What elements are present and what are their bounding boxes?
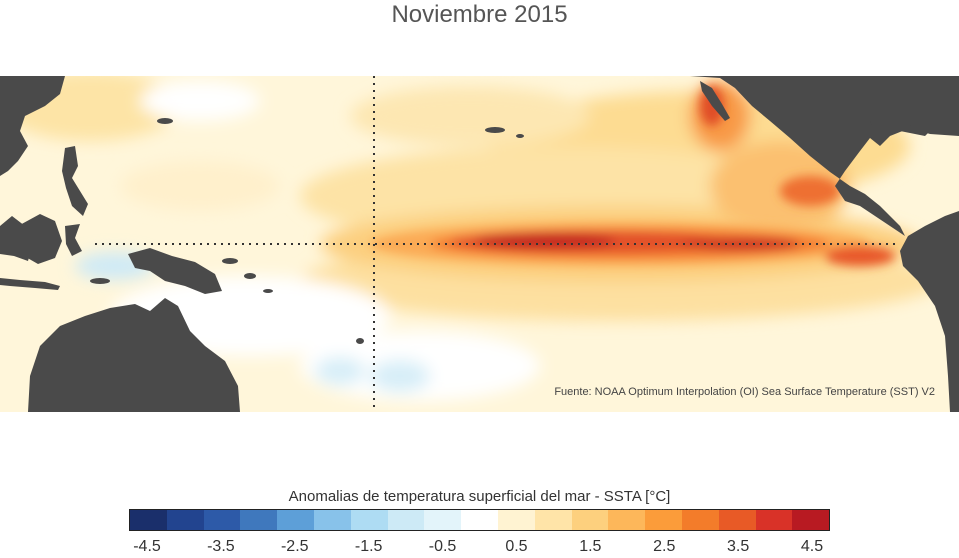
colorbar-swatch bbox=[645, 510, 682, 530]
land-caribbean bbox=[870, 121, 930, 136]
colorbar-tick-label: 0.5 bbox=[505, 538, 528, 555]
colorbar-swatch bbox=[755, 510, 793, 530]
colorbar-tick-label: -3.5 bbox=[207, 538, 235, 555]
colorbar-swatch bbox=[277, 510, 314, 530]
land-philippines bbox=[62, 146, 88, 216]
land-asia bbox=[0, 76, 65, 176]
colorbar-swatch bbox=[350, 510, 388, 530]
colorbar-title: Anomalias de temperatura superficial del… bbox=[288, 488, 671, 505]
colorbar-swatch bbox=[534, 510, 572, 530]
sst-anomaly-map bbox=[0, 76, 959, 412]
anomaly-field bbox=[0, 76, 940, 401]
colorbar-ticks: -4.5 -3.5 -2.5 -1.5 -0.5 0.5 1.5 2.5 3.5 4.5 bbox=[0, 538, 959, 558]
land-sulawesi bbox=[65, 224, 82, 256]
colorbar-swatch bbox=[608, 510, 646, 530]
colorbar-tick-label: -0.5 bbox=[428, 538, 457, 555]
colorbar-swatch bbox=[571, 510, 609, 530]
colorbar-tick-label: -4.5 bbox=[133, 538, 161, 555]
colorbar-swatch bbox=[387, 510, 425, 530]
land-java bbox=[0, 278, 60, 290]
colorbar-swatch bbox=[130, 510, 167, 530]
colorbar-swatch bbox=[240, 510, 278, 530]
colorbar-swatch bbox=[313, 510, 351, 530]
colorbar-swatch bbox=[497, 510, 535, 530]
land-borneo bbox=[16, 214, 62, 264]
colorbar-tick-label: 4.5 bbox=[800, 538, 824, 555]
land-australia bbox=[28, 298, 240, 412]
colorbar-tick-label: 2.5 bbox=[653, 538, 676, 555]
colorbar-tick-label: -2.5 bbox=[280, 538, 309, 555]
colorbar-tick-label: 3.5 bbox=[726, 538, 750, 555]
map-title: Noviembre 2015 bbox=[391, 1, 568, 28]
colorbar bbox=[129, 509, 830, 531]
land-south-america bbox=[900, 211, 959, 412]
colorbar-tick-label: -1.5 bbox=[354, 538, 383, 555]
colorbar-tick-label: 1.5 bbox=[579, 538, 602, 555]
colorbar-swatch bbox=[792, 510, 830, 530]
source-note: Fuente: NOAA Optimum Interpolation (OI) … bbox=[554, 386, 935, 398]
colorbar-swatch bbox=[718, 510, 756, 530]
colorbar-swatch bbox=[681, 510, 719, 530]
colorbar-swatch bbox=[461, 510, 498, 530]
land-baja-california bbox=[700, 81, 730, 121]
land-masses bbox=[0, 76, 959, 412]
colorbar-swatch bbox=[424, 510, 462, 530]
land-north-america bbox=[690, 76, 959, 236]
colorbar-swatch bbox=[203, 510, 241, 530]
colorbar-swatch bbox=[166, 510, 204, 530]
land-new-guinea bbox=[128, 248, 222, 294]
